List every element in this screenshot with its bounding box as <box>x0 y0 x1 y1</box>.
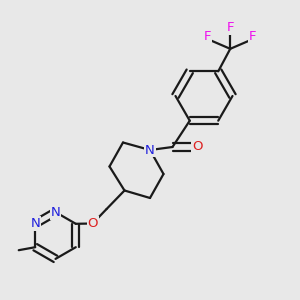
Text: F: F <box>204 30 212 43</box>
Text: F: F <box>226 21 234 34</box>
Text: N: N <box>145 143 155 157</box>
Text: F: F <box>249 30 256 43</box>
Text: N: N <box>30 217 40 230</box>
Text: O: O <box>88 217 98 230</box>
Text: O: O <box>192 140 203 154</box>
Text: N: N <box>51 206 60 219</box>
